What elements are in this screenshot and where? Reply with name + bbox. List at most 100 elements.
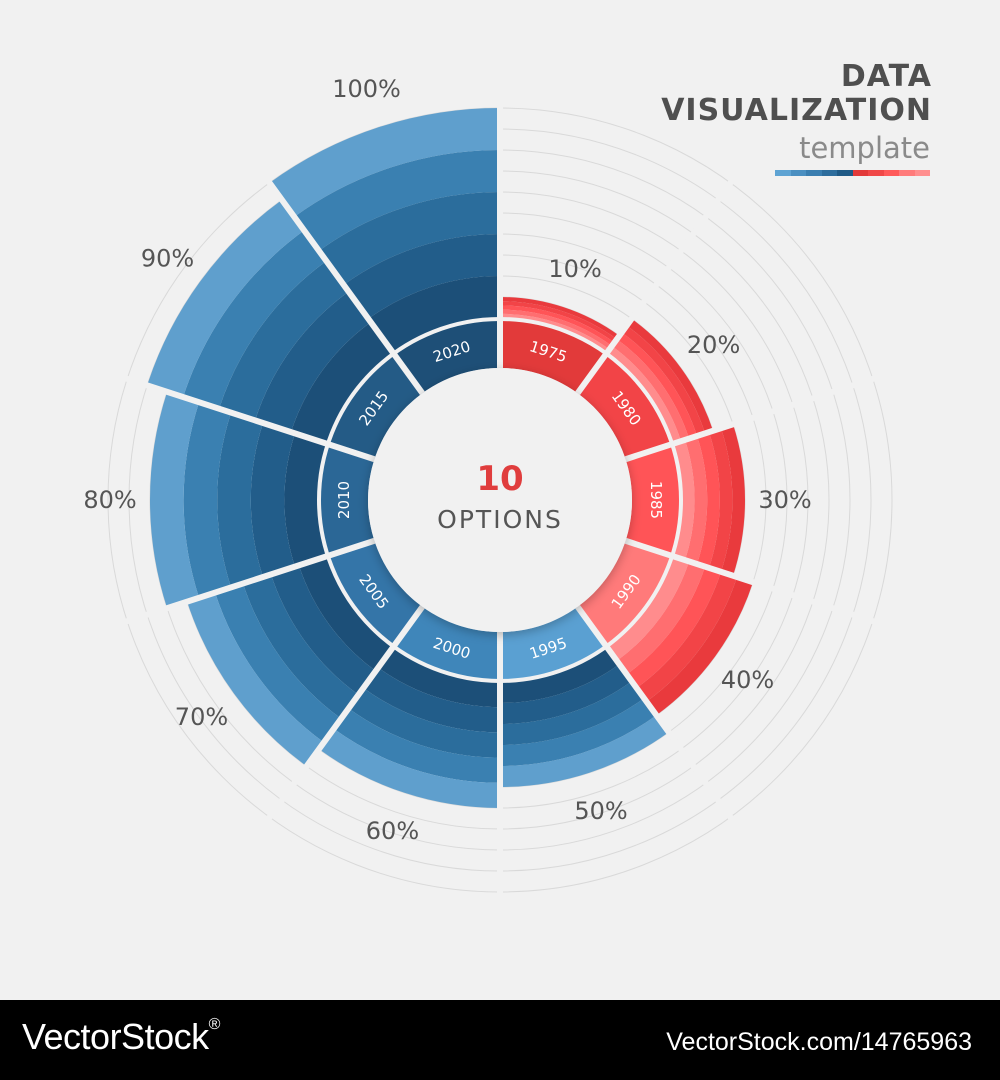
footer-brand: VectorStock® — [22, 1016, 220, 1058]
bar-2020 — [269, 108, 500, 353]
bar-band — [368, 276, 500, 353]
year-segment — [394, 606, 500, 680]
title-accent-bar-segment — [821, 170, 837, 176]
segment-separator — [624, 537, 876, 625]
percent-label: 100% — [332, 75, 401, 103]
bar-band — [626, 318, 714, 434]
bar-band — [284, 433, 327, 567]
bar-band — [318, 192, 500, 285]
bar-band — [500, 301, 617, 343]
radial-chart-svg: 10OPTIONS1975198019851990199520002005201… — [83, 75, 893, 894]
year-segment — [328, 354, 423, 460]
title-accent-bar-segment — [806, 170, 822, 176]
bar-1980 — [606, 318, 714, 444]
bar-band — [606, 556, 690, 661]
year-segment — [319, 444, 375, 556]
bar-2000 — [318, 647, 500, 808]
bar-band — [685, 435, 708, 565]
bar-band — [243, 574, 359, 719]
segment-separator — [575, 605, 735, 821]
title-accent-bar-segment — [883, 170, 899, 176]
bar-band — [217, 412, 263, 588]
percent-label: 60% — [366, 817, 419, 845]
bar-band — [343, 234, 500, 319]
bar-band — [626, 566, 722, 689]
bar-band — [646, 577, 753, 716]
bar-1990 — [606, 556, 753, 716]
bar-band — [183, 402, 232, 598]
center-label: OPTIONS — [437, 505, 563, 534]
title-block: DATA VISUALIZATION template — [661, 60, 932, 176]
title-line-1: DATA — [840, 59, 932, 94]
bar-band — [500, 297, 620, 340]
bar-band — [709, 428, 733, 572]
bar-band — [500, 681, 645, 745]
year-segment — [328, 540, 423, 646]
percent-label: 10% — [548, 255, 601, 283]
segment-separator — [265, 605, 425, 821]
segment-separator — [265, 179, 425, 395]
bar-band — [611, 339, 690, 442]
bar-band — [215, 583, 342, 743]
bar-band — [616, 561, 706, 675]
bar-1985 — [673, 424, 745, 576]
year-segment — [625, 444, 681, 556]
segment-separator — [124, 375, 376, 463]
footer-bar: VectorStock® VectorStock.com/14765963 — [0, 1000, 1000, 1080]
title-accent-bar-segment — [868, 170, 884, 176]
gap-ring — [317, 317, 683, 683]
title-accent-bar — [661, 170, 930, 176]
percent-label: 40% — [721, 666, 774, 694]
bar-2015 — [147, 199, 394, 444]
percent-label: 80% — [83, 486, 136, 514]
footer-id: VectorStock.com/14765963 — [666, 1028, 972, 1056]
bar-band — [290, 322, 394, 444]
percent-label: 30% — [758, 486, 811, 514]
bar-2005 — [187, 556, 394, 767]
percent-label: 50% — [574, 797, 627, 825]
title-accent-bar-segment — [775, 170, 791, 176]
segment-separator — [575, 179, 735, 395]
title-accent-bar-segment — [899, 170, 915, 176]
bar-band — [500, 309, 612, 350]
year-segment — [500, 320, 606, 394]
title-accent-bar-segment — [852, 170, 868, 176]
footer-brand-text: VectorStock — [22, 1016, 209, 1057]
bar-1995 — [500, 647, 669, 787]
bar-band — [294, 150, 500, 251]
percent-label: 70% — [175, 703, 228, 731]
bar-band — [270, 565, 376, 695]
footer-registered-mark: ® — [208, 1016, 221, 1033]
bar-band — [333, 708, 500, 783]
bar-band — [500, 305, 615, 346]
bar-band — [348, 688, 500, 758]
title-line-2: VISUALIZATION — [661, 93, 932, 128]
bar-band — [298, 556, 394, 672]
bar-band — [147, 199, 305, 398]
bar-band — [269, 108, 500, 217]
bar-band — [697, 432, 720, 568]
center-disc — [368, 368, 632, 632]
year-segment — [394, 320, 500, 394]
percent-label: 90% — [141, 244, 194, 272]
center-value: 10 — [476, 459, 523, 499]
bar-band — [500, 647, 620, 703]
segment-separator — [624, 375, 876, 463]
title-accent-bar-segment — [914, 170, 930, 176]
title-accent-bar-segment — [837, 170, 853, 176]
bar-band — [500, 698, 657, 766]
year-segment — [577, 540, 672, 646]
year-label: 2010 — [335, 481, 353, 519]
bar-band — [500, 715, 669, 787]
bar-band — [255, 291, 371, 433]
percent-label: 20% — [687, 331, 740, 359]
year-segment — [500, 606, 606, 680]
bar-band — [219, 261, 349, 421]
year-segment — [577, 354, 672, 460]
bar-band — [621, 325, 706, 436]
bar-band — [500, 664, 632, 724]
bar-band — [150, 391, 200, 609]
bar-band — [183, 230, 327, 409]
bar-band — [673, 439, 695, 561]
bar-band — [378, 647, 500, 708]
